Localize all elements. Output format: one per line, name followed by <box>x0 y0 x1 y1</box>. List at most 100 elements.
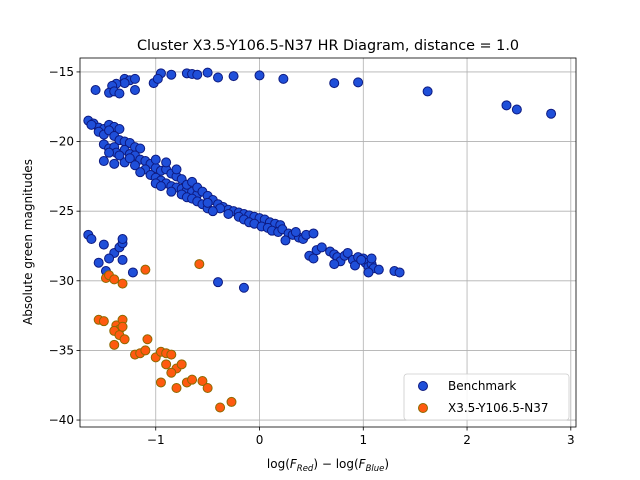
y-tick-label: −35 <box>49 343 74 357</box>
benchmark-point <box>119 78 130 89</box>
plot-frame <box>79 57 577 428</box>
cluster-point <box>155 377 166 388</box>
benchmark-point <box>223 208 234 219</box>
benchmark-point <box>394 267 405 278</box>
benchmark-point <box>155 181 166 192</box>
benchmark-point <box>86 119 97 130</box>
benchmark-point <box>114 124 125 135</box>
cluster-point <box>166 367 177 378</box>
benchmark-point <box>129 160 140 171</box>
benchmark-point <box>308 253 319 264</box>
benchmark-point <box>366 253 377 264</box>
cluster-point <box>140 345 151 356</box>
y-tick-label: −20 <box>49 135 74 149</box>
benchmark-point <box>363 267 374 278</box>
benchmark-point <box>86 234 97 245</box>
benchmark-point <box>117 234 128 245</box>
benchmark-point <box>129 85 140 96</box>
legend: Benchmark X3.5-Y106.5-N37 <box>403 373 570 421</box>
cluster-point <box>98 316 109 327</box>
benchmark-point <box>329 259 340 270</box>
benchmark-point <box>202 67 213 78</box>
benchmark-point <box>254 70 265 81</box>
benchmark-point <box>114 88 125 99</box>
x-tick-label: −1 <box>147 433 165 447</box>
benchmark-point <box>316 242 327 253</box>
axis-ticks: −1 0 1 2 3 −15 −20 −25 −30 −35 −40 <box>49 65 575 447</box>
cluster-point <box>194 259 205 270</box>
benchmark-point <box>114 150 125 161</box>
y-tick-label: −15 <box>49 65 74 79</box>
benchmark-point <box>213 72 224 83</box>
benchmark-point <box>104 147 115 158</box>
benchmark-point <box>342 247 353 258</box>
benchmark-point <box>213 277 224 288</box>
y-tick-label: −30 <box>49 274 74 288</box>
cluster-point <box>215 402 226 413</box>
benchmark-point <box>90 85 101 96</box>
cluster-point <box>142 334 153 345</box>
legend-label-benchmark: Benchmark <box>448 379 516 393</box>
cluster-point <box>187 374 198 385</box>
benchmark-point <box>93 257 104 268</box>
chart-title: Cluster X3.5-Y106.5-N37 HR Diagram, dist… <box>137 38 519 54</box>
benchmark-point <box>135 143 146 154</box>
benchmark-point <box>202 197 213 208</box>
cluster-point <box>171 383 182 394</box>
benchmark-point <box>356 254 367 265</box>
benchmark-point <box>280 235 291 246</box>
benchmark-point <box>152 73 163 84</box>
benchmark-point <box>104 253 115 264</box>
x-tick-label: 2 <box>463 433 471 447</box>
benchmark-point <box>511 104 522 115</box>
legend-label-cluster: X3.5-Y106.5-N37 <box>448 401 548 415</box>
series-0 <box>83 67 557 293</box>
benchmark-point <box>166 186 177 197</box>
cluster-point <box>117 278 128 289</box>
cluster-point <box>109 339 120 350</box>
cluster-point <box>197 376 208 387</box>
cluster-point <box>119 334 130 345</box>
benchmark-point <box>238 282 249 293</box>
legend-marker-cluster <box>418 403 428 413</box>
benchmark-point <box>135 167 146 178</box>
x-tick-label: 1 <box>359 433 367 447</box>
cluster-point <box>166 349 177 360</box>
benchmark-point <box>98 239 109 250</box>
benchmark-point <box>546 108 557 119</box>
data-points <box>83 67 557 413</box>
benchmark-point <box>129 73 140 84</box>
y-axis-label: Absolute green magnitudes <box>21 159 35 325</box>
benchmark-point <box>290 227 301 238</box>
x-tick-label: 3 <box>567 433 575 447</box>
cluster-point <box>202 383 213 394</box>
benchmark-point <box>207 206 218 217</box>
legend-marker-benchmark <box>418 381 428 391</box>
legend-box <box>403 373 570 421</box>
benchmark-point <box>150 154 161 165</box>
x-tick-label: 0 <box>256 433 264 447</box>
benchmark-point <box>501 100 512 111</box>
benchmark-point <box>161 157 172 168</box>
benchmark-point <box>192 69 203 80</box>
benchmark-point <box>278 73 289 84</box>
benchmark-point <box>166 69 177 80</box>
cluster-point <box>109 274 120 285</box>
benchmark-point <box>98 156 109 167</box>
benchmark-point <box>171 164 182 175</box>
benchmark-point <box>109 158 120 169</box>
benchmark-point <box>422 86 433 97</box>
cluster-point <box>161 359 172 370</box>
benchmark-point <box>127 267 138 278</box>
cluster-point <box>176 359 187 370</box>
cluster-point <box>140 264 151 275</box>
benchmark-point <box>373 264 384 275</box>
benchmark-point <box>353 77 364 88</box>
cluster-point <box>117 321 128 332</box>
series-1 <box>93 259 237 413</box>
y-tick-label: −40 <box>49 413 74 427</box>
y-tick-label: −25 <box>49 204 74 218</box>
benchmark-point <box>308 228 319 239</box>
x-axis-label: log(FRed) − log(FBlue) <box>267 457 389 474</box>
